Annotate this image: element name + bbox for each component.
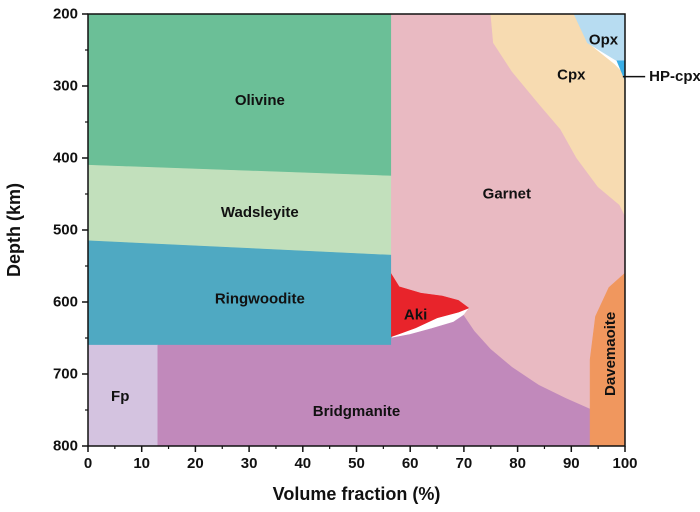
x-tick-label: 10 [133,455,150,472]
y-tick-label: 200 [53,6,78,23]
region-label-ringwoodite: Ringwoodite [215,291,305,308]
x-axis: 0 10 20 30 40 50 60 70 80 90 100 [84,446,638,472]
y-tick-label: 600 [53,294,78,311]
x-tick-label: 50 [348,455,365,472]
y-tick-label: 500 [53,222,78,239]
y-tick-label: 400 [53,150,78,167]
y-tick-label: 800 [53,438,78,455]
x-tick-label: 60 [402,455,419,472]
x-tick-label: 70 [456,455,473,472]
region-label-fp: Fp [111,388,129,405]
x-tick-label: 80 [509,455,526,472]
region-label-garnet: Garnet [483,186,531,203]
y-axis-title: Depth (km) [4,183,24,277]
region-label-hp-cpx: HP-cpx [649,68,700,85]
region-label-bridgmanite: Bridgmanite [313,403,401,420]
region-label-aki: Aki [404,306,427,323]
x-tick-label: 90 [563,455,580,472]
region-label-opx: Opx [589,31,619,48]
x-axis-title: Volume fraction (%) [273,484,441,504]
x-tick-label: 20 [187,455,204,472]
x-tick-label: 40 [294,455,311,472]
region-label-wadsleyite: Wadsleyite [221,204,299,221]
x-tick-label: 30 [241,455,258,472]
x-tick-label: 0 [84,455,92,472]
y-axis: 200 300 400 500 600 700 800 [53,6,88,455]
x-tick-label: 100 [612,455,637,472]
region-label-davemaoite: Davemaoite [602,312,619,396]
region-cpx [490,13,626,216]
region-label-cpx: Cpx [557,67,586,84]
chart-regions [87,13,626,447]
region-labels: Olivine Wadsleyite Ringwoodite Fp Bridgmanit… [111,31,700,420]
region-label-olivine: Olivine [235,92,285,109]
y-tick-label: 300 [53,78,78,95]
y-tick-label: 700 [53,366,78,383]
